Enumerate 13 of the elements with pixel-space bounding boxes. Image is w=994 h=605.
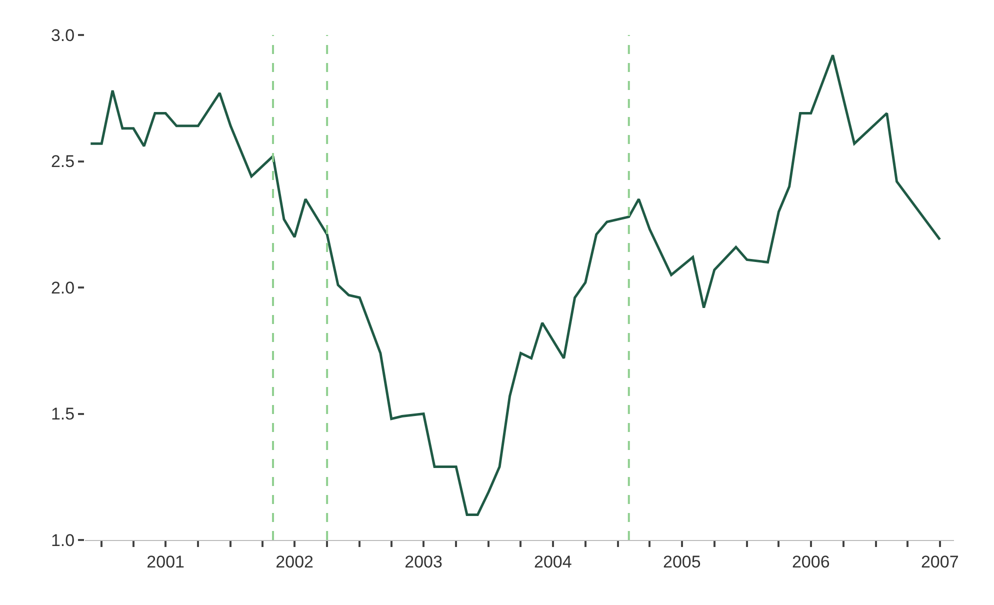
x-tick-label: 2005 [662, 552, 701, 572]
y-tick-label: 1.0 [50, 530, 75, 550]
x-tick-label: 2007 [920, 552, 959, 572]
y-tick-label: 2.5 [50, 152, 75, 172]
y-tick-label: 2.0 [50, 278, 75, 298]
x-tick-label: 2004 [534, 552, 572, 572]
x-tick-label: 2003 [404, 552, 442, 572]
x-tick-label: 2001 [146, 552, 184, 572]
y-tick-label: 3.0 [50, 26, 75, 45]
x-tick-label: 2006 [792, 552, 830, 572]
line-series [89, 54, 942, 516]
y-tick-label: 1.5 [50, 404, 75, 424]
x-tick-label: 2002 [276, 552, 314, 572]
